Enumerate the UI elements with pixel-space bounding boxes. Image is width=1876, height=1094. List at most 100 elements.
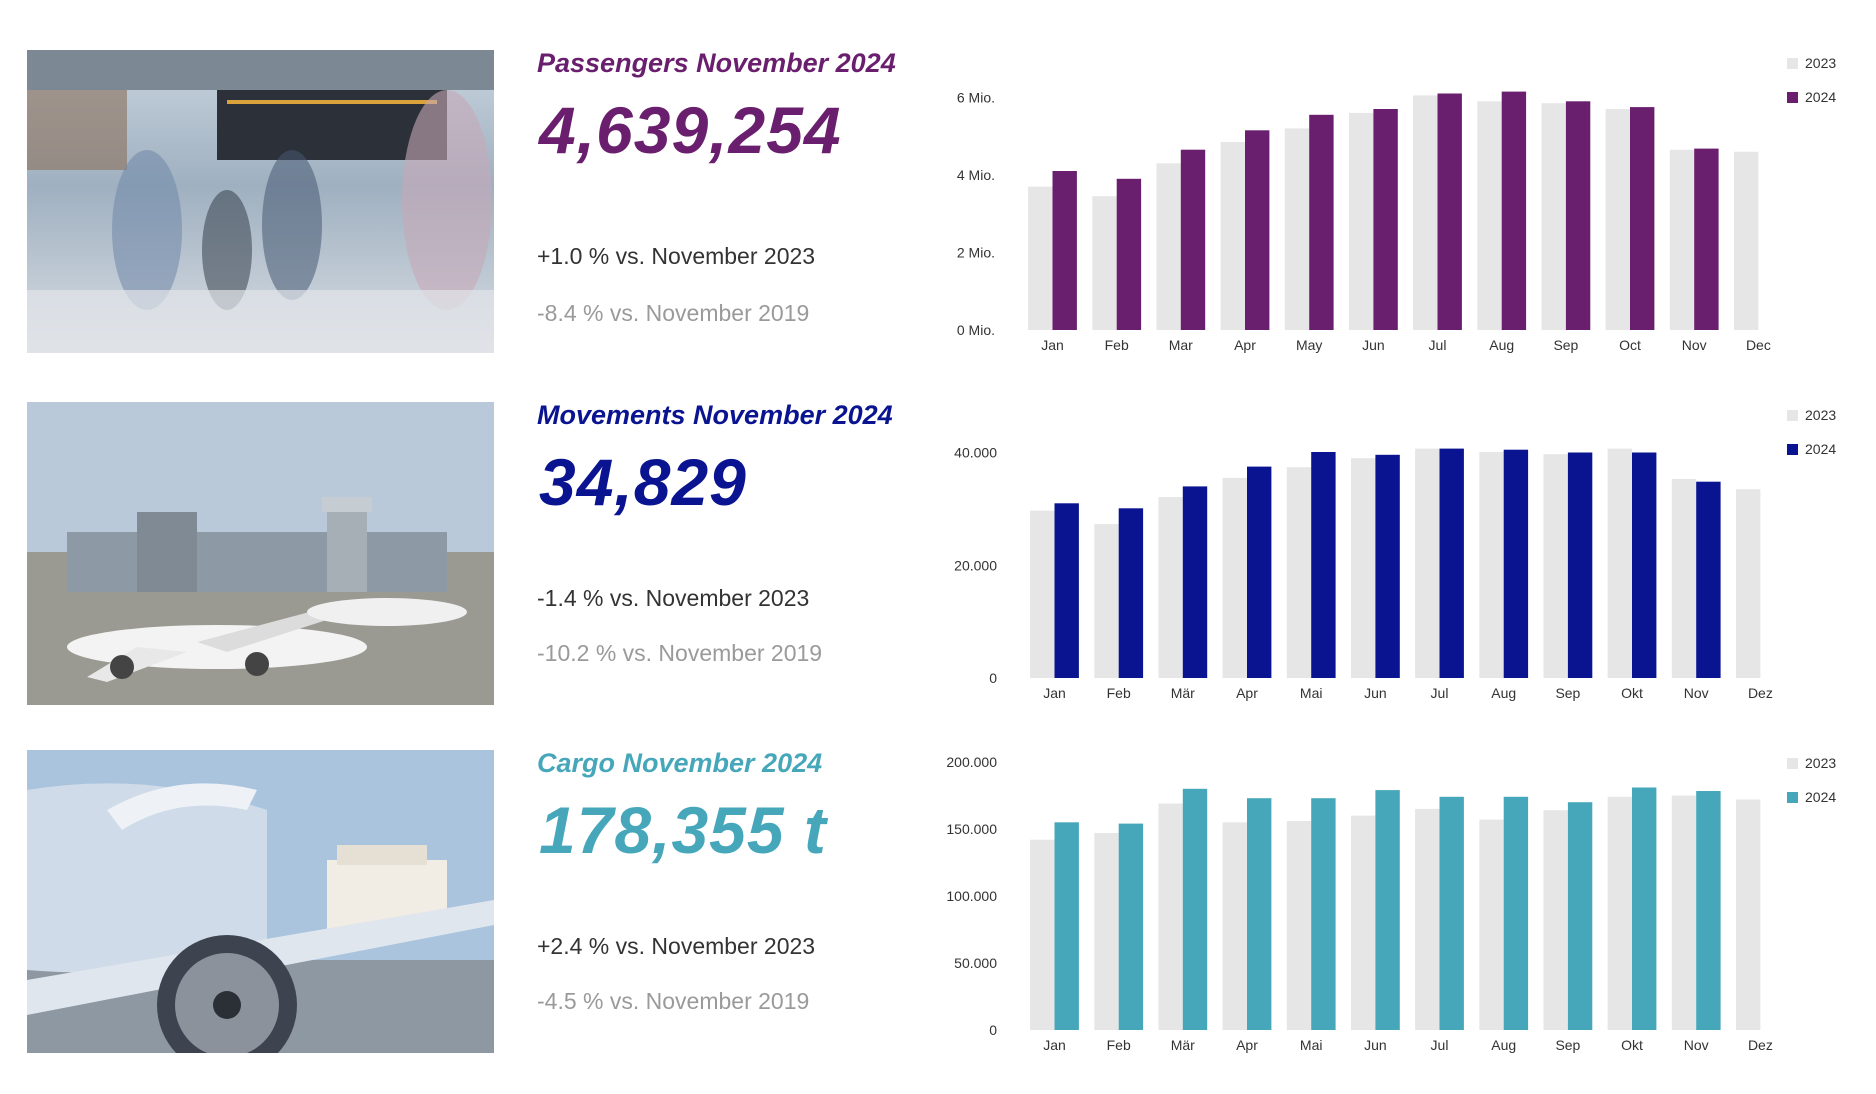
- y-tick-label: 100.000: [946, 888, 997, 904]
- bar-2023-Okt: [1607, 796, 1632, 1030]
- y-tick-label: 150.000: [946, 821, 997, 837]
- x-tick-label: Jul: [1431, 1037, 1449, 1053]
- bar-2023-May: [1284, 128, 1310, 330]
- bar-2023-Sep: [1541, 103, 1566, 330]
- x-tick-label: Apr: [1234, 337, 1256, 353]
- bar-2023-Jan: [1028, 186, 1053, 330]
- bar-2023-Feb: [1094, 524, 1119, 678]
- x-tick-label: Aug: [1491, 685, 1516, 701]
- legend-label: 2024: [1805, 789, 1836, 805]
- bar-2023-Mär: [1158, 497, 1183, 678]
- y-tick-label: 0: [989, 1022, 997, 1038]
- bar-2024-Sep: [1567, 802, 1593, 1030]
- bar-2024-Jan: [1052, 171, 1077, 330]
- kpi-title: Movements November 2024: [537, 400, 893, 430]
- legend-label: 2023: [1805, 55, 1836, 71]
- bar-2024-Apr: [1247, 466, 1272, 678]
- bar-2023-Sep: [1543, 810, 1568, 1030]
- x-tick-label: Apr: [1236, 1037, 1258, 1053]
- bar-2024-Jul: [1439, 448, 1464, 678]
- y-tick-label: 2 Mio.: [957, 244, 995, 260]
- airport-terminal-photo: [27, 50, 494, 353]
- chart-canvas: 0 Mio. 2 Mio. 4 Mio. 6 Mio. Jan Feb Mar Apr May J…: [957, 55, 1836, 353]
- bar-2023-Jul: [1415, 448, 1440, 678]
- cargo-loading-photo: [27, 750, 494, 1053]
- x-tick-label: Jan: [1043, 1037, 1066, 1053]
- bar-2024-Jun: [1375, 454, 1400, 678]
- x-tick-label: Nov: [1682, 337, 1707, 353]
- bar-2024-Aug: [1501, 91, 1527, 330]
- legend-label: 2024: [1805, 89, 1836, 105]
- bar-2023-Jun: [1349, 112, 1374, 331]
- kpi-value: 4,639,254: [539, 93, 842, 167]
- passengers-row: Passengers November 2024 4,639,254 +1.0 …: [0, 48, 1876, 358]
- kpi-value: 178,355 t: [539, 793, 827, 867]
- x-tick-label: Jul: [1431, 685, 1449, 701]
- legend-swatch-2024: [1787, 444, 1798, 455]
- y-tick-label: 4 Mio.: [957, 167, 995, 183]
- bar-2023-Jan: [1030, 839, 1055, 1030]
- x-tick-label: Dez: [1748, 1037, 1773, 1053]
- delta-vs-2023: +1.0 % vs. November 2023: [537, 243, 816, 269]
- x-tick-label: Feb: [1107, 1037, 1131, 1053]
- bar-2024-Mär: [1182, 788, 1208, 1030]
- bar-2024-Oct: [1630, 107, 1655, 330]
- y-tick-label: 20.000: [954, 557, 997, 573]
- x-tick-label: Sep: [1555, 1037, 1580, 1053]
- y-tick-label: 40.000: [954, 445, 997, 461]
- bar-2024-Sep: [1565, 101, 1591, 330]
- bar-2023-Apr: [1220, 142, 1245, 330]
- chart-canvas: 0 20.000 40.000 Jan Feb Mär Apr Mai Jun Jul Aug Sep…: [954, 407, 1836, 701]
- bar-2023-Feb: [1094, 833, 1119, 1030]
- y-tick-label: 50.000: [954, 955, 997, 971]
- x-tick-label: Jun: [1364, 685, 1387, 701]
- bar-2024-Mär: [1182, 486, 1208, 678]
- x-tick-label: Feb: [1107, 685, 1131, 701]
- bar-2023-Feb: [1092, 196, 1117, 330]
- bar-2023-Okt: [1607, 448, 1632, 678]
- bar-2024-Feb: [1118, 508, 1144, 678]
- x-tick-label: Oct: [1619, 337, 1641, 353]
- bar-2023-Apr: [1222, 822, 1247, 1030]
- x-tick-label: Mai: [1300, 1037, 1323, 1053]
- kpi-value: 34,829: [539, 445, 747, 519]
- passengers-bar-chart: 0 Mio. 2 Mio. 4 Mio. 6 Mio. Jan Feb Mar Apr May J…: [935, 48, 1865, 358]
- bar-2023-Jan: [1030, 510, 1055, 678]
- bar-2024-Mai: [1311, 798, 1336, 1030]
- bar-2024-Aug: [1503, 796, 1529, 1030]
- y-tick-label: 0: [989, 670, 997, 686]
- bar-2024-Sep: [1567, 452, 1593, 678]
- x-tick-label: Jun: [1364, 1037, 1387, 1053]
- bar-2023-Jun: [1351, 458, 1376, 678]
- legend-swatch-2024: [1787, 92, 1798, 103]
- bar-2023-Nov: [1671, 479, 1697, 678]
- legend-swatch-2023: [1787, 58, 1798, 69]
- movements-bar-chart: 0 20.000 40.000 Jan Feb Mär Apr Mai Jun Jul Aug Sep…: [935, 400, 1865, 710]
- x-tick-label: Mär: [1171, 685, 1195, 701]
- x-tick-label: Jul: [1429, 337, 1447, 353]
- bar-2024-Jun: [1373, 109, 1398, 330]
- bar-2023-Oct: [1605, 109, 1630, 330]
- movements-row: Movements November 2024 34,829 -1.4 % vs…: [0, 400, 1876, 710]
- x-tick-label: Okt: [1621, 1037, 1643, 1053]
- bar-2024-Nov: [1696, 481, 1721, 678]
- bar-2024-Nov: [1696, 791, 1721, 1030]
- x-tick-label: Feb: [1105, 337, 1129, 353]
- bar-2024-Apr: [1247, 798, 1272, 1030]
- bar-2024-Jun: [1375, 790, 1400, 1030]
- x-tick-label: Aug: [1491, 1037, 1516, 1053]
- legend-label: 2023: [1805, 755, 1836, 771]
- x-tick-label: Dez: [1748, 685, 1773, 701]
- bar-2023-Dez: [1736, 799, 1761, 1030]
- bar-2024-Jul: [1437, 93, 1462, 330]
- bar-2023-Mar: [1156, 163, 1181, 330]
- bar-2023-Mai: [1286, 821, 1312, 1030]
- legend-swatch-2024: [1787, 792, 1798, 803]
- y-tick-label: 6 Mio.: [957, 89, 995, 105]
- bar-2024-Mai: [1311, 452, 1336, 678]
- delta-vs-2019: -10.2 % vs. November 2019: [537, 640, 823, 666]
- bar-2024-Jul: [1439, 796, 1464, 1030]
- x-tick-label: Mar: [1169, 337, 1193, 353]
- bar-2024-Apr: [1245, 130, 1270, 330]
- x-tick-label: Aug: [1489, 337, 1514, 353]
